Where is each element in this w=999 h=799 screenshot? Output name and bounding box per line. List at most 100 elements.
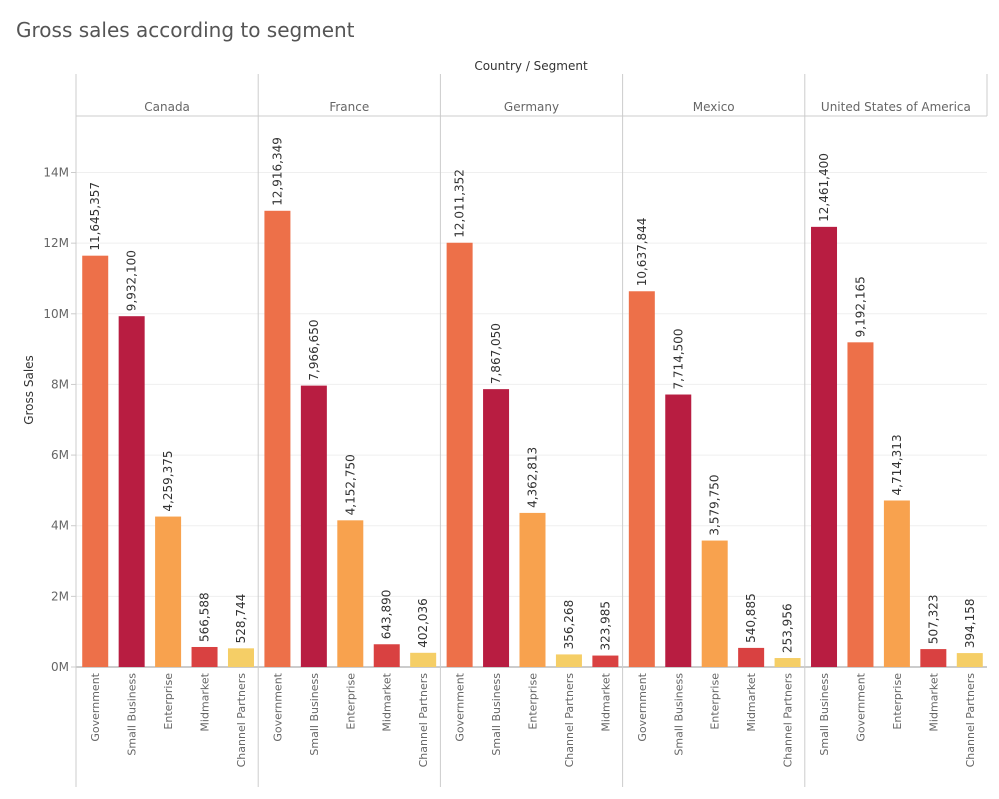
page-title: Gross sales according to segment: [16, 18, 355, 42]
data-label: 356,268: [562, 600, 576, 650]
panel-frame: [75, 74, 988, 787]
y-tick-label: 0M: [51, 660, 69, 674]
bar[interactable]: [227, 648, 254, 667]
x-tick-label: Channel Partners: [964, 673, 977, 768]
bar[interactable]: [519, 512, 546, 667]
x-tick-label: Government: [636, 672, 649, 741]
x-tick-label: Small Business: [672, 673, 685, 756]
x-tick-label: Channel Partners: [417, 673, 430, 768]
x-tick-label: Government: [454, 672, 467, 741]
x-tick-label: Enterprise: [527, 673, 540, 730]
data-label: 507,323: [926, 594, 940, 644]
bar[interactable]: [920, 649, 947, 667]
data-label: 11,645,357: [88, 182, 102, 251]
x-tick-label: Small Business: [308, 673, 321, 756]
country-panel: Canada 11,645,357 Government 9,932,100 Small…: [82, 100, 254, 767]
country-label: United States of America: [821, 100, 971, 114]
data-label: 643,890: [380, 590, 394, 640]
x-tick-label: Channel Partners: [782, 673, 795, 768]
data-label: 7,966,650: [307, 320, 321, 381]
y-tick-label: 6M: [51, 448, 69, 462]
data-label: 4,259,375: [161, 450, 175, 511]
x-tick-label: Government: [271, 672, 284, 741]
x-tick-label: Small Business: [490, 673, 503, 756]
data-label: 402,036: [416, 598, 430, 648]
x-tick-label: Channel Partners: [235, 673, 248, 768]
country-panel: France 12,916,349 Government 7,966,650 Small…: [264, 100, 437, 768]
data-label: 12,011,352: [453, 169, 467, 238]
bar[interactable]: [847, 342, 874, 667]
y-tick-label: 14M: [43, 166, 69, 180]
x-tick-label: Government: [89, 672, 102, 741]
bar[interactable]: [82, 255, 109, 667]
country-panel: Germany 12,011,352 Government 7,867,050 Smal…: [446, 100, 619, 768]
data-label: 566,588: [198, 592, 212, 642]
data-label: 12,916,349: [270, 137, 284, 206]
bar[interactable]: [155, 516, 182, 667]
bar[interactable]: [118, 316, 145, 667]
x-tick-label: Midmarket: [599, 672, 612, 731]
bar[interactable]: [373, 644, 400, 667]
country-panel: Mexico 10,637,844 Government 7,714,500 Small…: [628, 100, 801, 768]
x-tick-label: Midmarket: [927, 672, 940, 731]
data-label: 12,461,400: [817, 153, 831, 222]
data-label: 9,192,165: [853, 276, 867, 337]
x-tick-label: Channel Partners: [563, 673, 576, 768]
country-label: France: [329, 100, 369, 114]
bar[interactable]: [956, 653, 983, 667]
y-axis: 0M 2M 4M 6M 8M 10M 12M 14M: [43, 166, 76, 674]
data-label: 528,744: [234, 594, 248, 644]
bar[interactable]: [555, 654, 582, 667]
x-tick-label: Small Business: [818, 673, 831, 756]
x-tick-label: Midmarket: [381, 672, 394, 731]
x-tick-label: Midmarket: [745, 672, 758, 731]
x-tick-label: Enterprise: [891, 673, 904, 730]
country-label: Mexico: [693, 100, 735, 114]
bar[interactable]: [300, 385, 327, 667]
data-label: 323,985: [598, 601, 612, 651]
bar[interactable]: [774, 658, 801, 667]
y-tick-label: 12M: [43, 236, 69, 250]
data-label: 4,362,813: [526, 447, 540, 508]
bar[interactable]: [811, 226, 838, 667]
y-tick-label: 2M: [51, 589, 69, 603]
data-label: 540,885: [744, 593, 758, 643]
bar[interactable]: [446, 242, 473, 668]
data-label: 4,152,750: [343, 454, 357, 515]
x-tick-label: Small Business: [126, 673, 139, 756]
data-label: 7,867,050: [489, 323, 503, 384]
data-label: 253,956: [781, 603, 795, 653]
data-label: 394,158: [963, 598, 977, 648]
bar[interactable]: [592, 655, 619, 667]
x-tick-label: Enterprise: [344, 673, 357, 730]
x-tick-label: Government: [854, 672, 867, 741]
bar[interactable]: [483, 389, 510, 667]
data-label: 4,714,313: [890, 434, 904, 495]
country-label: Germany: [504, 100, 559, 114]
country-label: Canada: [144, 100, 190, 114]
country-panel: United States of America 12,461,400 Small …: [811, 100, 983, 767]
data-label: 7,714,500: [671, 328, 685, 389]
bar[interactable]: [264, 210, 291, 667]
country-panels: Canada 11,645,357 Government 9,932,100 Small…: [82, 100, 983, 767]
x-tick-label: Enterprise: [162, 673, 175, 730]
bar[interactable]: [738, 647, 765, 667]
data-label: 3,579,750: [708, 474, 722, 535]
data-label: 10,637,844: [635, 218, 649, 287]
bar[interactable]: [191, 646, 218, 667]
bar[interactable]: [628, 291, 655, 667]
bar[interactable]: [701, 540, 728, 667]
bar[interactable]: [337, 520, 364, 667]
data-label: 9,932,100: [125, 250, 139, 311]
bar[interactable]: [883, 500, 910, 667]
bar[interactable]: [665, 394, 692, 667]
y-tick-label: 4M: [51, 519, 69, 533]
bar[interactable]: [410, 652, 437, 667]
header-label: Country / Segment: [474, 59, 588, 73]
x-tick-label: Midmarket: [199, 672, 212, 731]
x-tick-label: Enterprise: [709, 673, 722, 730]
y-tick-label: 10M: [43, 307, 69, 321]
y-axis-label: Gross Sales: [22, 355, 36, 425]
y-tick-label: 8M: [51, 377, 69, 391]
